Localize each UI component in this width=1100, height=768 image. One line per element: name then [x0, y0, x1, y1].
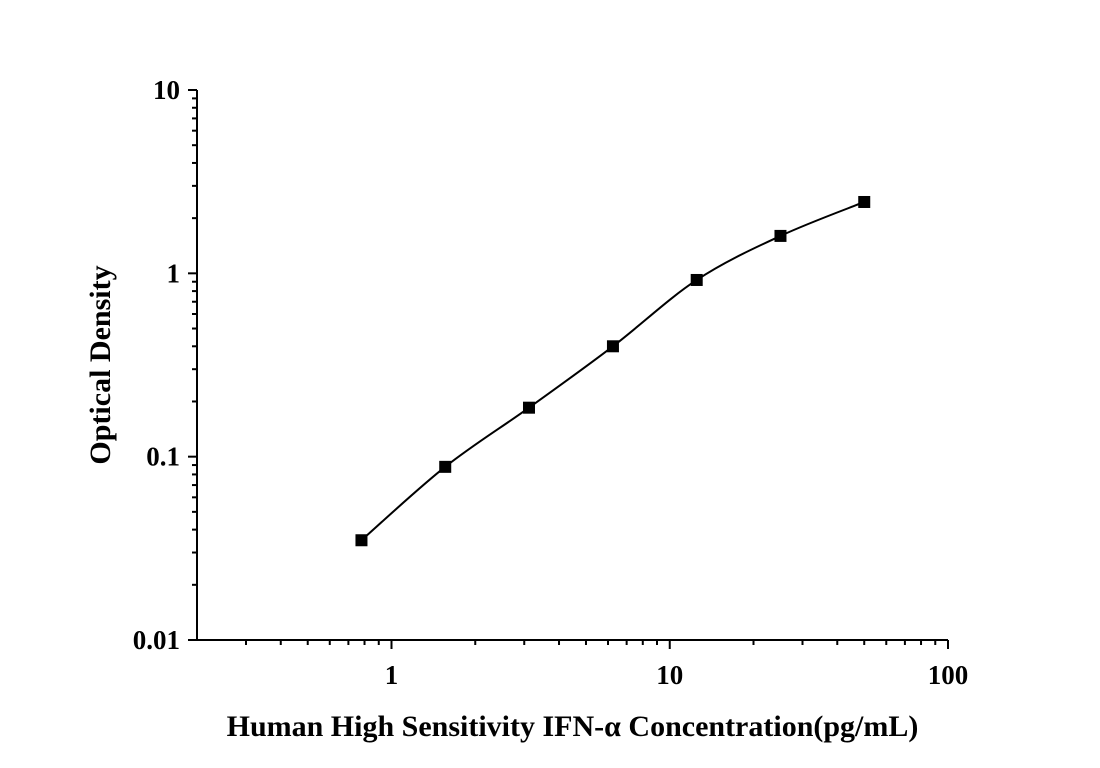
y-tick-label: 1 — [167, 258, 181, 288]
data-point-marker — [774, 229, 787, 242]
y-axis-ticks: 0.01 0.1 1 10 — [133, 75, 197, 655]
data-point-marker — [522, 401, 535, 414]
x-tick-label: 100 — [928, 660, 969, 690]
plot-area — [196, 90, 948, 641]
x-tick-label: 1 — [385, 660, 399, 690]
x-axis-label: Human High Sensitivity IFN-α Concentrati… — [227, 710, 919, 743]
y-axis-label: Optical Density — [84, 265, 117, 464]
y-tick-label: 0.1 — [146, 442, 180, 472]
data-point-marker — [690, 273, 703, 286]
data-point-marker — [439, 460, 452, 473]
x-axis-ticks: 1 10 100 — [244, 640, 969, 690]
fitted-curve — [360, 201, 865, 542]
y-tick-label: 10 — [153, 75, 180, 105]
data-point-marker — [606, 340, 619, 353]
x-tick-label: 10 — [656, 660, 683, 690]
series-layer — [355, 195, 871, 547]
data-point-marker — [355, 534, 368, 547]
y-tick-label: 0.01 — [133, 625, 180, 655]
data-point-marker — [858, 195, 871, 208]
